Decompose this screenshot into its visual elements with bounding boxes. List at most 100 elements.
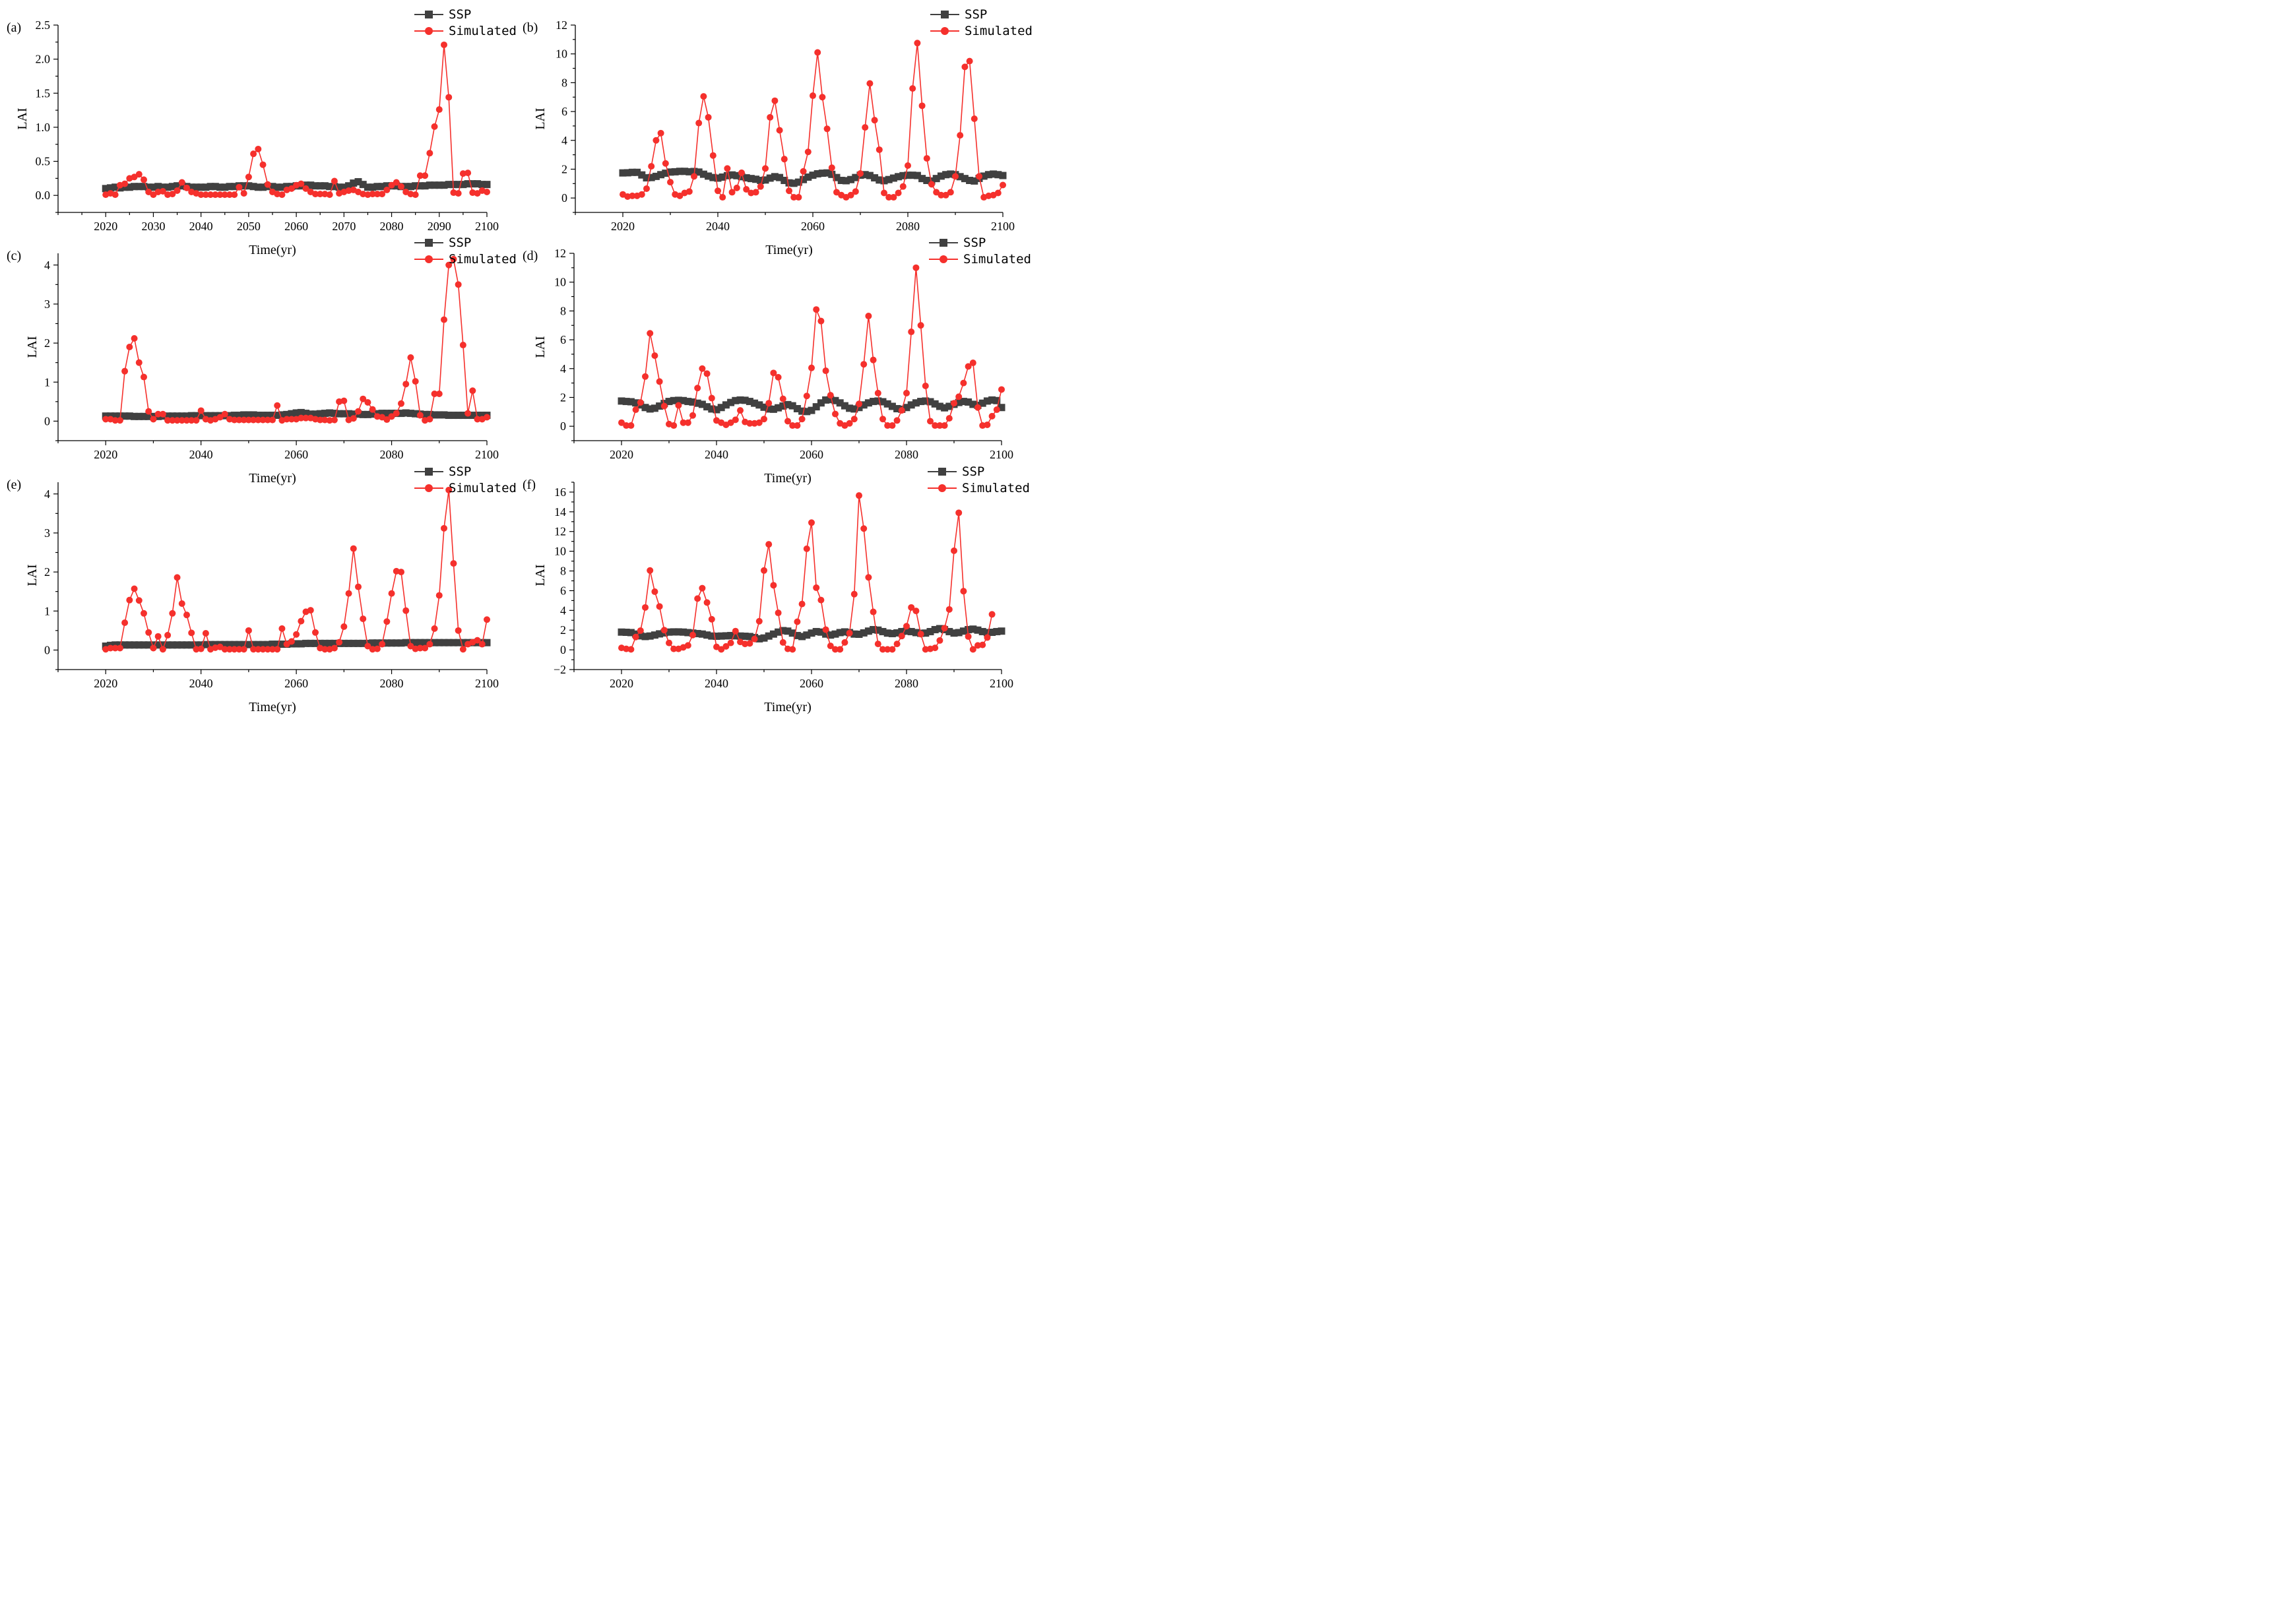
y-tick-label: 4 (560, 604, 566, 617)
data-point (670, 645, 678, 652)
data-point (360, 615, 367, 623)
y-tick-label: 10 (554, 545, 566, 558)
data-point (207, 191, 214, 199)
data-point (755, 617, 763, 625)
data-point (240, 416, 247, 424)
data-point (715, 187, 721, 195)
y-tick-label: 0 (561, 191, 567, 204)
data-point (632, 406, 639, 414)
data-point (833, 189, 840, 196)
y-tick-label: 0 (44, 414, 50, 427)
data-point (326, 191, 333, 199)
data-point (340, 397, 348, 404)
data-point (761, 416, 767, 423)
data-point (689, 631, 696, 639)
data-point (823, 125, 831, 133)
data-point (373, 191, 381, 198)
panel-f-letter: (f) (523, 478, 536, 492)
data-point (893, 641, 901, 648)
x-tick-label: 2080 (380, 220, 404, 233)
legend-ssp-marker (938, 468, 946, 476)
data-point (388, 639, 396, 647)
data-point (714, 174, 722, 182)
panel-b-letter: (b) (523, 20, 538, 35)
data-point (435, 391, 443, 397)
data-point (622, 628, 630, 636)
data-point (125, 183, 133, 191)
y-tick-label: 10 (554, 276, 566, 289)
data-point (174, 412, 181, 420)
panel-f: (f) LAI Time(yr) 2020 2040 2060 2080 2100 −2 0… (523, 464, 1030, 714)
data-point (145, 408, 152, 415)
data-point (197, 641, 205, 649)
data-point (383, 618, 391, 625)
data-point (733, 184, 740, 191)
data-point (412, 191, 419, 199)
data-point (383, 639, 391, 647)
data-point (383, 410, 391, 418)
x-tick-label: 2080 (380, 448, 404, 461)
data-point (107, 644, 114, 652)
data-point (307, 639, 315, 647)
data-point (435, 592, 443, 599)
data-point (841, 628, 848, 636)
data-point (808, 629, 815, 637)
y-tick-label: 2.5 (36, 18, 51, 32)
legend-simulated-label: Simulated (965, 24, 1033, 38)
data-point (703, 370, 711, 377)
data-point (909, 85, 916, 92)
data-point (207, 641, 214, 648)
data-point (708, 615, 715, 623)
data-point (259, 641, 267, 648)
legend-ssp-label: SSP (963, 236, 986, 250)
data-point (976, 173, 982, 180)
data-point (938, 191, 945, 199)
data-point (378, 410, 386, 418)
data-point (909, 172, 916, 179)
data-point (961, 175, 969, 183)
data-point (893, 417, 901, 424)
data-point (945, 415, 953, 422)
data-point (336, 639, 343, 646)
data-point (871, 174, 879, 182)
data-point (274, 646, 281, 653)
data-point (178, 179, 185, 186)
data-point (402, 639, 410, 646)
data-point (852, 173, 860, 181)
data-point (855, 404, 863, 412)
data-point (651, 631, 658, 639)
data-point (922, 397, 930, 405)
data-point (164, 412, 172, 420)
data-point (202, 641, 210, 648)
data-point (183, 184, 190, 191)
series-simulated (102, 255, 490, 424)
data-point (709, 152, 717, 159)
data-point (416, 639, 424, 646)
data-point (817, 596, 825, 604)
data-point (874, 389, 881, 396)
data-point (883, 400, 891, 408)
data-point (254, 641, 262, 648)
data-point (776, 173, 784, 181)
data-point (703, 631, 711, 639)
data-point (121, 367, 129, 375)
data-point (121, 180, 129, 187)
y-tick-label: 4 (44, 487, 50, 501)
data-point (435, 181, 443, 189)
data-point (388, 590, 395, 597)
data-point (278, 183, 286, 191)
data-point (183, 641, 191, 649)
data-point (810, 92, 816, 100)
data-point (197, 645, 205, 652)
legend-ssp-marker (425, 239, 433, 247)
data-point (397, 639, 405, 647)
data-point (971, 177, 978, 185)
data-point (264, 646, 271, 653)
data-point (724, 165, 731, 172)
panel-b-y-axis-title: LAI (533, 108, 548, 129)
panel-a-legend: SSP Simulated (414, 7, 517, 38)
data-point (183, 417, 190, 424)
axes: 2020 2040 2060 2080 2100 0 2 4 6 8 10 12 (556, 18, 1015, 233)
data-point (298, 617, 305, 625)
x-tick-label: 2040 (706, 220, 730, 233)
